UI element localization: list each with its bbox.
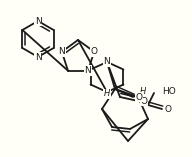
Text: N: N <box>35 52 41 62</box>
Text: O: O <box>165 105 171 114</box>
Text: O: O <box>91 47 98 56</box>
Text: HO: HO <box>162 87 176 95</box>
Text: O: O <box>141 97 147 106</box>
Text: N: N <box>58 47 65 56</box>
Text: N: N <box>35 16 41 25</box>
Text: H: H <box>104 89 110 98</box>
Text: N: N <box>85 66 91 75</box>
Text: H: H <box>140 87 146 97</box>
Text: N: N <box>104 57 110 67</box>
Text: O: O <box>136 92 142 101</box>
